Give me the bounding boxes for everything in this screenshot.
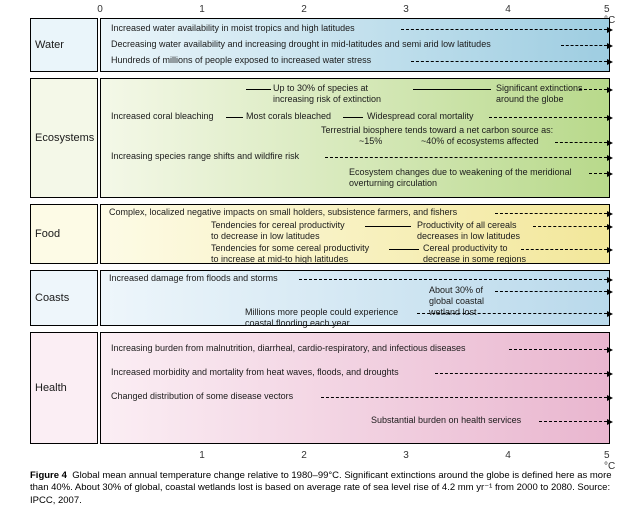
arrow-line <box>411 61 607 62</box>
axis-tick: 2 <box>299 4 309 15</box>
panel-label-food: Food <box>30 204 98 264</box>
impact-text: Millions more people could experiencecoa… <box>245 307 435 329</box>
panel-label-health: Health <box>30 332 98 444</box>
impact-text: Increased morbidity and mortality from h… <box>111 367 399 378</box>
impact-text: Increased water availability in moist tr… <box>111 23 355 34</box>
impact-row: Increased morbidity and mortality from h… <box>101 367 609 381</box>
impact-row: Ecosystem changes due to weakening of th… <box>101 167 609 181</box>
axis-tick: 0 <box>95 4 105 15</box>
arrow-line <box>435 373 607 374</box>
arrow-line <box>561 45 607 46</box>
impact-text: Widespread coral mortality <box>367 111 474 122</box>
impact-row: Complex, localized negative impacts on s… <box>101 207 609 221</box>
panel-label-water: Water <box>30 18 98 72</box>
impact-row: Significant extinctionsaround the globe <box>101 83 609 97</box>
arrow-line <box>589 173 607 174</box>
impact-row: About 30% ofglobal coastalwetland lost <box>101 285 609 299</box>
impact-row: Widespread coral mortality <box>101 111 609 125</box>
impact-text: Complex, localized negative impacts on s… <box>109 207 457 218</box>
impact-text: Substantial burden on health services <box>371 415 521 426</box>
arrow-line <box>325 157 607 158</box>
impact-row: Increasing burden from malnutrition, dia… <box>101 343 609 357</box>
arrow-line <box>495 213 607 214</box>
axis-tick: 4 <box>503 450 513 461</box>
axis-tick: 2 <box>299 450 309 461</box>
impact-row: ~40% of ecosystems affected <box>101 136 609 150</box>
caption-text: Global mean annual temperature change re… <box>30 470 612 506</box>
arrow-line <box>579 89 607 90</box>
impact-text: Increasing species range shifts and wild… <box>111 151 299 162</box>
impact-text: Terrestrial biosphere tends toward a net… <box>321 125 553 136</box>
arrow-line <box>555 142 607 143</box>
arrow-line <box>417 313 607 314</box>
impact-text: Changed distribution of some disease vec… <box>111 391 293 402</box>
arrow-line <box>495 291 607 292</box>
axis-tick: 3 <box>401 4 411 15</box>
panel-health: Increasing burden from malnutrition, dia… <box>100 332 610 444</box>
axis-tick: 1 <box>197 4 207 15</box>
connector-line <box>413 89 491 90</box>
arrow-line <box>539 421 607 422</box>
axis-unit: 5 °C <box>604 450 615 472</box>
impact-row: Decreasing water availability and increa… <box>101 39 609 53</box>
arrow-line <box>489 117 607 118</box>
impact-text: Increasing burden from malnutrition, dia… <box>111 343 466 354</box>
impact-row: Productivity of all cerealsdecreases in … <box>101 220 609 234</box>
impact-text: Cereal productivity todecrease in some r… <box>423 243 543 265</box>
impact-row: Changed distribution of some disease vec… <box>101 391 609 405</box>
arrow-line <box>509 349 607 350</box>
impact-row: Millions more people could experiencecoa… <box>101 307 609 321</box>
panel-food: Complex, localized negative impacts on s… <box>100 204 610 264</box>
axis-tick: 1 <box>197 450 207 461</box>
impact-row: Cereal productivity todecrease in some r… <box>101 243 609 257</box>
arrow-line <box>401 29 607 30</box>
axis-tick: 4 <box>503 4 513 15</box>
panel-coasts: Increased damage from floods and stormsA… <box>100 270 610 326</box>
panel-label-eco: Ecosystems <box>30 78 98 198</box>
impact-text: ~40% of ecosystems affected <box>421 136 539 147</box>
impact-row: Substantial burden on health services <box>101 415 609 429</box>
impact-row: Increased water availability in moist tr… <box>101 23 609 37</box>
figure-caption: Figure 4 Global mean annual temperature … <box>30 470 620 507</box>
axis-tick: 3 <box>401 450 411 461</box>
impact-row: Increasing species range shifts and wild… <box>101 151 609 165</box>
caption-label: Figure 4 <box>30 470 67 481</box>
impact-text: Ecosystem changes due to weakening of th… <box>349 167 599 189</box>
arrow-line <box>321 397 607 398</box>
impact-text: Hundreds of millions of people exposed t… <box>111 55 371 66</box>
impact-text: Productivity of all cerealsdecreases in … <box>417 220 547 242</box>
panel-eco: Up to 30% of species atincreasing risk o… <box>100 78 610 198</box>
impact-row: Hundreds of millions of people exposed t… <box>101 55 609 69</box>
impact-text: Significant extinctionsaround the globe <box>496 83 606 105</box>
impact-text: Decreasing water availability and increa… <box>111 39 491 50</box>
figure-wrap: 0 1 2 3 4 5 °C Water Increased water availabil… <box>0 0 640 520</box>
panel-label-coasts: Coasts <box>30 270 98 326</box>
impact-text: Increased damage from floods and storms <box>109 273 278 284</box>
arrow-line <box>299 279 607 280</box>
panel-water: Increased water availability in moist tr… <box>100 18 610 72</box>
